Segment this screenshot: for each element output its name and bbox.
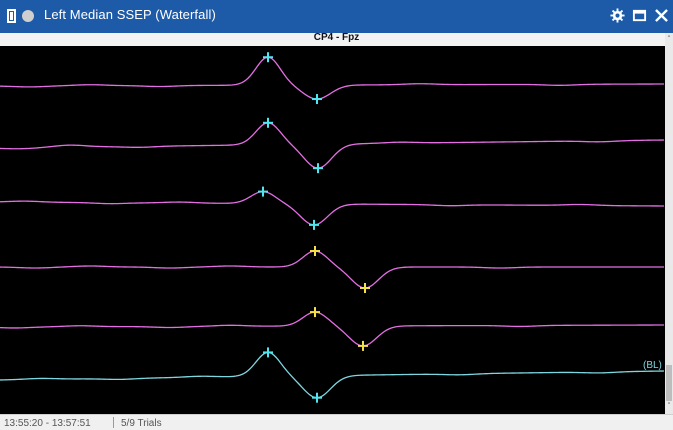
title-bar: Left Median SSEP (Waterfall) <box>0 0 673 33</box>
trial-trace-2 <box>0 122 665 169</box>
trial-trace-1 <box>0 56 665 100</box>
baseline-trace <box>0 351 665 399</box>
negative-peak-marker[interactable] <box>360 282 370 293</box>
positive-peak-marker[interactable] <box>263 117 273 128</box>
gear-icon[interactable] <box>610 8 625 23</box>
trial-trace-4 <box>0 250 664 289</box>
trial-trace-3 <box>0 190 665 226</box>
negative-peak-marker[interactable] <box>309 219 319 230</box>
scroll-thumb[interactable] <box>666 365 672 401</box>
status-dot-icon <box>22 10 34 22</box>
scroll-up-arrow-icon[interactable]: ˄ <box>667 35 671 43</box>
vertical-scrollbar[interactable]: ˄ ˅ <box>665 33 673 414</box>
negative-peak-marker[interactable] <box>358 340 368 351</box>
waterfall-canvas: (BL) <box>0 52 665 403</box>
time-range: 13:55:20 - 13:57:51 <box>4 418 91 429</box>
trial-count: 5/9 Trials <box>121 418 162 429</box>
positive-peak-marker[interactable] <box>310 307 320 318</box>
positive-peak-marker[interactable] <box>310 246 320 257</box>
document-icon <box>7 9 16 23</box>
channel-label: CP4 - Fpz <box>313 32 360 43</box>
close-icon[interactable] <box>654 8 669 23</box>
negative-peak-marker[interactable] <box>313 163 323 174</box>
status-divider <box>113 417 114 428</box>
scroll-down-arrow-icon[interactable]: ˅ <box>667 402 671 410</box>
waterfall-plot[interactable]: (BL) <box>0 46 665 414</box>
positive-peak-marker[interactable] <box>263 347 273 358</box>
baseline-label: (BL) <box>643 360 662 371</box>
maximize-icon[interactable] <box>632 8 647 23</box>
positive-peak-marker[interactable] <box>258 186 268 197</box>
trial-trace-5 <box>0 311 665 347</box>
positive-peak-marker[interactable] <box>263 52 273 63</box>
negative-peak-marker[interactable] <box>312 392 322 403</box>
negative-peak-marker[interactable] <box>312 94 322 105</box>
window-title: Left Median SSEP (Waterfall) <box>44 7 216 22</box>
status-bar: 13:55:20 - 13:57:51 5/9 Trials <box>0 414 673 430</box>
channel-header: CP4 - Fpz <box>0 32 673 46</box>
